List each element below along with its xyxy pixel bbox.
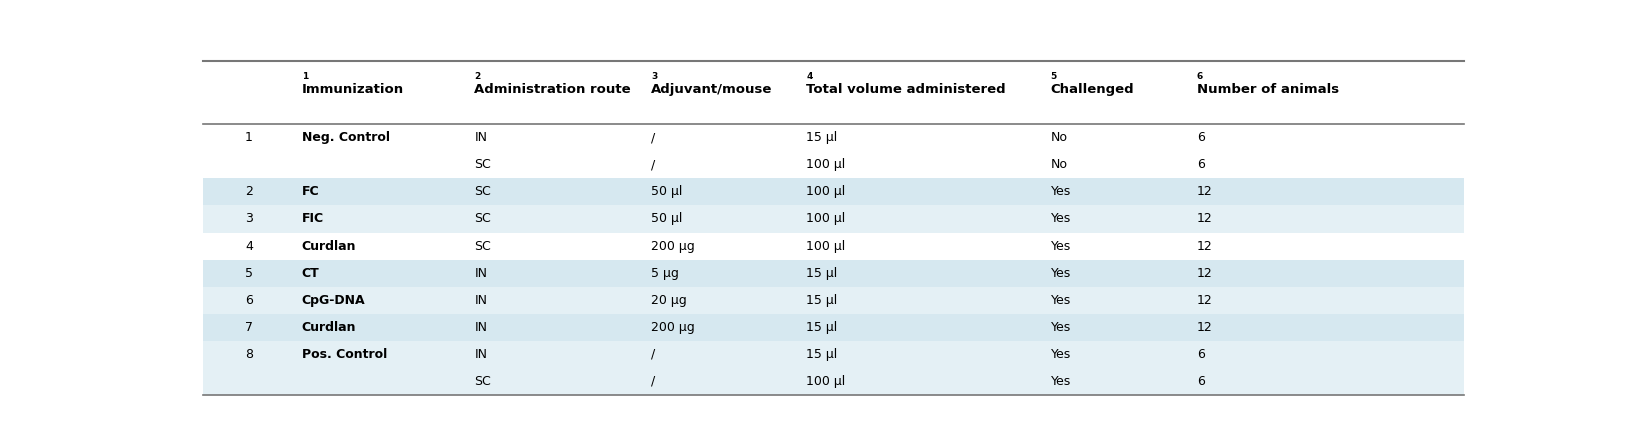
Text: SC: SC	[475, 185, 491, 198]
Text: Yes: Yes	[1051, 294, 1071, 307]
Text: SC: SC	[475, 158, 491, 171]
Text: 12: 12	[1197, 294, 1212, 307]
Text: CT: CT	[301, 267, 319, 280]
Text: No: No	[1051, 158, 1067, 171]
Text: Neg. Control: Neg. Control	[301, 131, 390, 144]
Text: Curdlan: Curdlan	[301, 321, 356, 334]
Text: Yes: Yes	[1051, 212, 1071, 226]
Text: 200 µg: 200 µg	[651, 321, 695, 334]
Text: FIC: FIC	[301, 212, 324, 226]
Text: SC: SC	[475, 239, 491, 253]
Text: 6: 6	[1197, 158, 1206, 171]
Text: 100 µl: 100 µl	[805, 185, 846, 198]
Text: Immunization: Immunization	[301, 83, 403, 96]
Text: 12: 12	[1197, 321, 1212, 334]
Text: SC: SC	[475, 212, 491, 226]
Text: 3: 3	[246, 212, 252, 226]
Text: /: /	[651, 131, 656, 144]
Text: 6: 6	[246, 294, 252, 307]
Text: 6: 6	[1197, 375, 1206, 388]
Bar	[203, 233, 1464, 260]
Text: SC: SC	[475, 375, 491, 388]
Text: Challenged: Challenged	[1051, 83, 1134, 96]
Text: 15 µl: 15 µl	[805, 348, 838, 361]
Text: 8: 8	[246, 348, 252, 361]
Text: 15 µl: 15 µl	[805, 321, 838, 334]
Text: 7: 7	[246, 321, 252, 334]
Text: 15 µl: 15 µl	[805, 294, 838, 307]
Text: 15 µl: 15 µl	[805, 267, 838, 280]
Text: Pos. Control: Pos. Control	[301, 348, 387, 361]
Text: 12: 12	[1197, 239, 1212, 253]
Text: 5: 5	[246, 267, 252, 280]
Text: Yes: Yes	[1051, 375, 1071, 388]
Text: 12: 12	[1197, 212, 1212, 226]
Text: 1: 1	[246, 131, 252, 144]
Text: /: /	[651, 158, 656, 171]
Bar	[203, 287, 1464, 314]
Text: CpG-DNA: CpG-DNA	[301, 294, 366, 307]
Text: Total volume administered: Total volume administered	[805, 83, 1005, 96]
Text: IN: IN	[475, 294, 488, 307]
Text: Yes: Yes	[1051, 185, 1071, 198]
Text: 6: 6	[1197, 72, 1204, 81]
Text: IN: IN	[475, 267, 488, 280]
Text: 6: 6	[1197, 348, 1206, 361]
Text: Yes: Yes	[1051, 348, 1071, 361]
Text: IN: IN	[475, 321, 488, 334]
Text: 50 µl: 50 µl	[651, 212, 682, 226]
Bar	[203, 124, 1464, 151]
Text: 15 µl: 15 µl	[805, 131, 838, 144]
Text: 5: 5	[1051, 72, 1058, 81]
Text: 100 µl: 100 µl	[805, 375, 846, 388]
Text: /: /	[651, 375, 656, 388]
Text: Curdlan: Curdlan	[301, 239, 356, 253]
Text: 2: 2	[246, 185, 252, 198]
Text: Yes: Yes	[1051, 239, 1071, 253]
Text: 100 µl: 100 µl	[805, 158, 846, 171]
Text: 12: 12	[1197, 267, 1212, 280]
Text: 50 µl: 50 µl	[651, 185, 682, 198]
Text: Yes: Yes	[1051, 321, 1071, 334]
Bar	[203, 341, 1464, 368]
Bar	[203, 178, 1464, 205]
Bar	[203, 151, 1464, 178]
Text: 1: 1	[301, 72, 308, 81]
Text: 100 µl: 100 µl	[805, 212, 846, 226]
Text: IN: IN	[475, 131, 488, 144]
Text: 2: 2	[475, 72, 480, 81]
Text: 6: 6	[1197, 131, 1206, 144]
Text: 5 µg: 5 µg	[651, 267, 678, 280]
Bar	[203, 260, 1464, 287]
Text: 200 µg: 200 µg	[651, 239, 695, 253]
Bar	[203, 314, 1464, 341]
Text: Yes: Yes	[1051, 267, 1071, 280]
Text: Number of animals: Number of animals	[1197, 83, 1339, 96]
Text: IN: IN	[475, 348, 488, 361]
Bar	[203, 368, 1464, 395]
Text: 20 µg: 20 µg	[651, 294, 687, 307]
Text: 3: 3	[651, 72, 657, 81]
Text: /: /	[651, 348, 656, 361]
Text: 12: 12	[1197, 185, 1212, 198]
Text: Administration route: Administration route	[475, 83, 631, 96]
Text: FC: FC	[301, 185, 319, 198]
Text: No: No	[1051, 131, 1067, 144]
Text: 100 µl: 100 µl	[805, 239, 846, 253]
Bar	[203, 205, 1464, 233]
Text: 4: 4	[246, 239, 252, 253]
Text: 4: 4	[805, 72, 812, 81]
Text: Adjuvant/mouse: Adjuvant/mouse	[651, 83, 773, 96]
